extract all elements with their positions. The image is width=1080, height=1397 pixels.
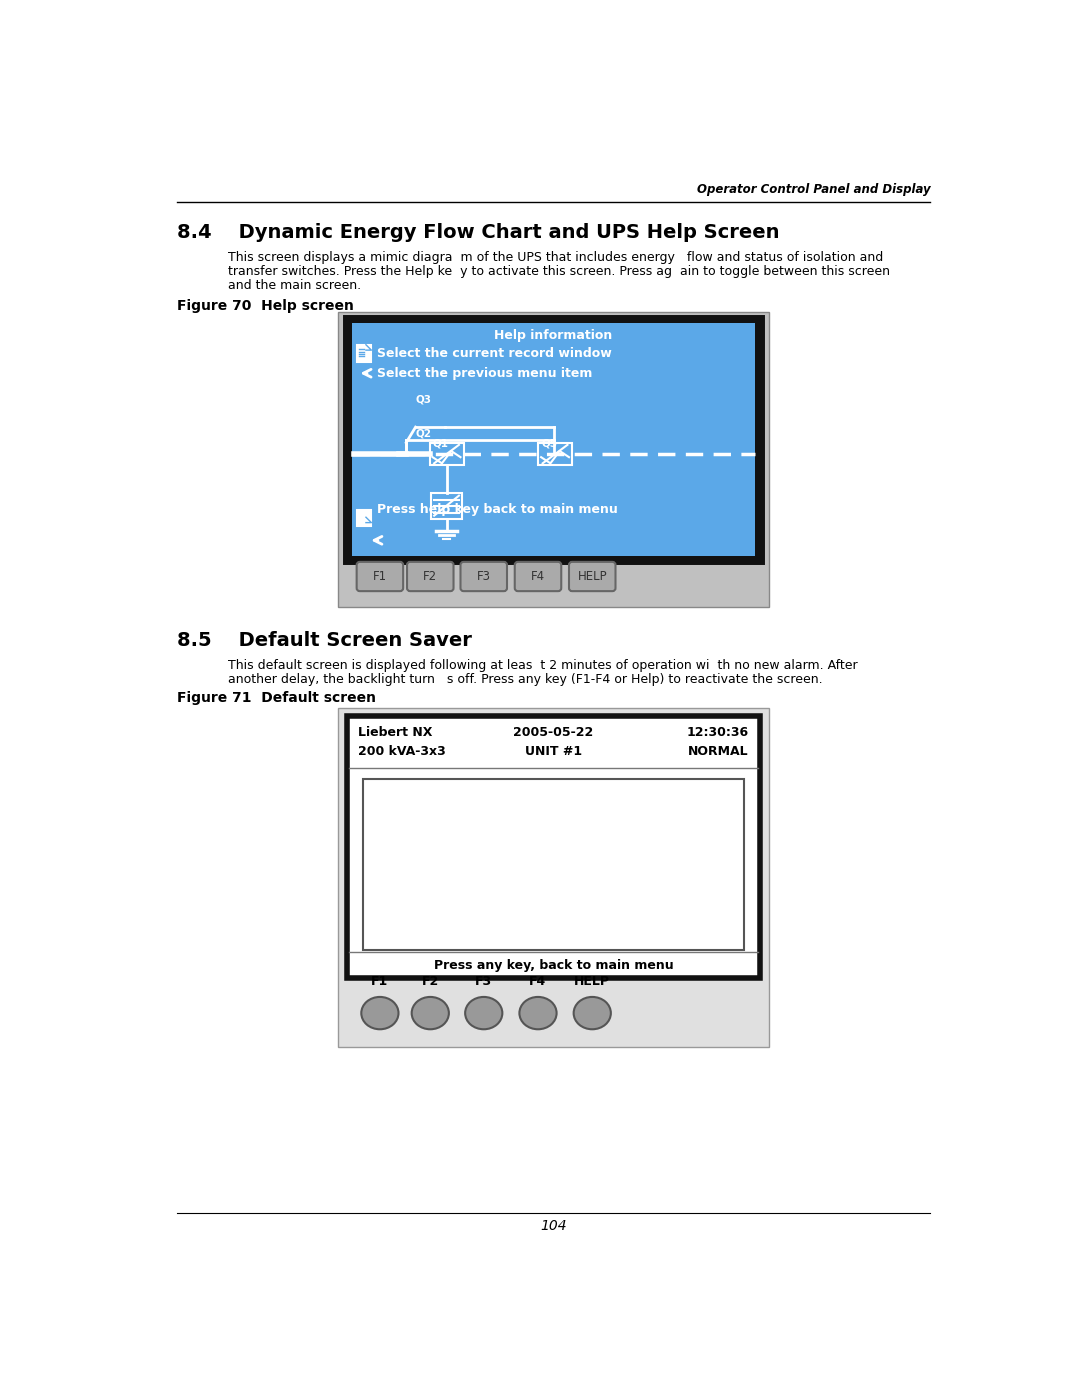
Ellipse shape [362, 997, 399, 1030]
Text: Press help key back to main menu: Press help key back to main menu [377, 503, 618, 515]
Bar [352, 323, 755, 556]
Text: F1: F1 [373, 570, 387, 583]
Text: F1: F1 [372, 975, 389, 988]
Text: Q3: Q3 [416, 394, 432, 404]
Text: Press any key, back to main menu: Press any key, back to main menu [434, 958, 673, 972]
Text: 200 kVA-3x3: 200 kVA-3x3 [359, 745, 446, 757]
Text: Operator Control Panel and Display: Operator Control Panel and Display [697, 183, 930, 196]
Text: Q2: Q2 [416, 429, 432, 439]
FancyBboxPatch shape [460, 562, 507, 591]
Text: F2: F2 [421, 975, 438, 988]
Text: 104: 104 [540, 1220, 567, 1234]
Text: F4: F4 [531, 570, 545, 583]
FancyBboxPatch shape [569, 562, 616, 591]
Text: Q1: Q1 [433, 439, 448, 448]
Ellipse shape [411, 997, 449, 1030]
Ellipse shape [519, 997, 556, 1030]
Text: HELP: HELP [575, 975, 610, 988]
Text: This screen displays a mimic diagra  m of the UPS that includes energy   flow an: This screen displays a mimic diagra m of… [228, 251, 883, 264]
Bar [357, 510, 372, 527]
Bar [357, 345, 372, 362]
Text: F2: F2 [423, 570, 437, 583]
Bar [431, 493, 462, 518]
Text: transfer switches. Press the Help ke  y to activate this screen. Press ag  ain t: transfer switches. Press the Help ke y t… [228, 264, 890, 278]
FancyBboxPatch shape [356, 562, 403, 591]
Text: F4: F4 [529, 975, 546, 988]
Text: This default screen is displayed following at leas  t 2 minutes of operation wi : This default screen is displayed followi… [228, 659, 858, 672]
Text: another delay, the backlight turn   s off. Press any key (F1-F4 or Help) to reac: another delay, the backlight turn s off.… [228, 673, 823, 686]
Bar [538, 443, 572, 465]
Text: Select the previous menu item: Select the previous menu item [377, 367, 592, 380]
Bar [346, 317, 761, 562]
Bar [338, 312, 769, 608]
Text: UNIT #1: UNIT #1 [525, 745, 582, 757]
FancyBboxPatch shape [407, 562, 454, 591]
Text: 2005-05-22: 2005-05-22 [513, 726, 594, 739]
Text: and the main screen.: and the main screen. [228, 278, 361, 292]
Text: Figure 70  Help screen: Figure 70 Help screen [177, 299, 354, 313]
Ellipse shape [573, 997, 611, 1030]
Text: Figure 71  Default screen: Figure 71 Default screen [177, 692, 376, 705]
Text: Select the current record window: Select the current record window [377, 346, 611, 359]
Text: Q5: Q5 [541, 439, 557, 448]
Text: Help information: Help information [495, 330, 612, 342]
Bar [430, 443, 463, 465]
Ellipse shape [465, 997, 502, 1030]
Text: 8.4    Dynamic Energy Flow Chart and UPS Help Screen: 8.4 Dynamic Energy Flow Chart and UPS He… [177, 224, 780, 242]
Bar [348, 715, 759, 978]
FancyBboxPatch shape [515, 562, 562, 591]
Text: 8.5    Default Screen Saver: 8.5 Default Screen Saver [177, 631, 472, 650]
Bar [338, 708, 769, 1046]
Text: HELP: HELP [578, 570, 607, 583]
Text: 12:30:36: 12:30:36 [687, 726, 748, 739]
Bar [363, 780, 744, 950]
Text: Liebert NX: Liebert NX [359, 726, 433, 739]
Text: F3: F3 [476, 570, 490, 583]
Text: NORMAL: NORMAL [688, 745, 748, 757]
Text: F3: F3 [475, 975, 492, 988]
